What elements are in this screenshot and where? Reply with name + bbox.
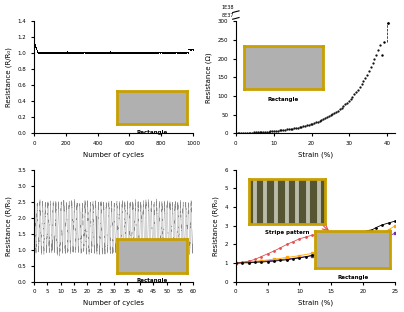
X-axis label: Strain (%): Strain (%) [298,300,333,306]
X-axis label: Number of cycles: Number of cycles [83,152,144,158]
X-axis label: Number of cycles: Number of cycles [83,300,144,306]
Text: 1E38: 1E38 [222,5,234,10]
Y-axis label: Resistance (Ω): Resistance (Ω) [206,52,212,103]
Text: 8E37: 8E37 [222,13,234,18]
Y-axis label: Resistance (R/R₀): Resistance (R/R₀) [213,196,219,256]
Y-axis label: Resistance (R/R₀): Resistance (R/R₀) [6,47,12,107]
X-axis label: Strain (%): Strain (%) [298,152,333,158]
Y-axis label: Resistance (R/R₀): Resistance (R/R₀) [6,196,12,256]
